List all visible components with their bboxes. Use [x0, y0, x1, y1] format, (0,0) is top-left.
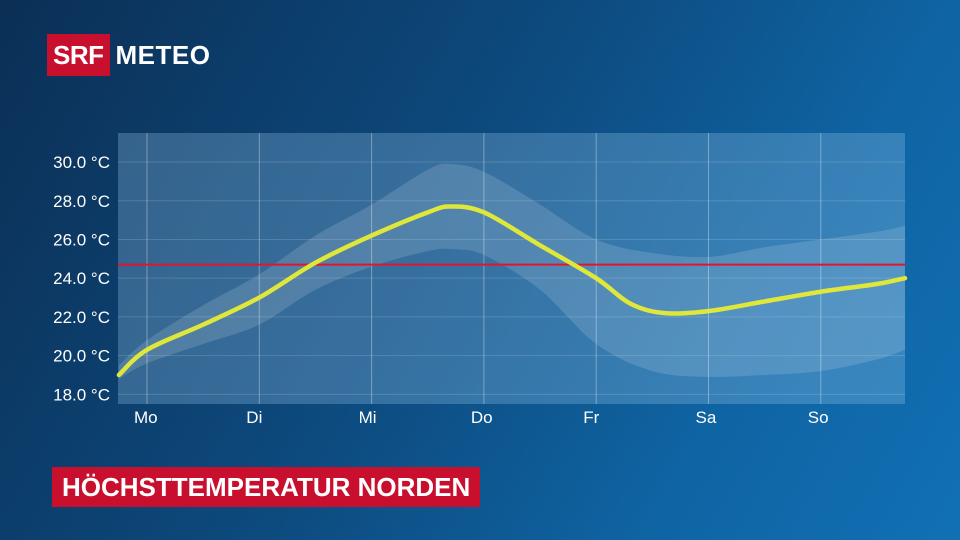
- y-tick-label: 20.0 °C: [53, 347, 110, 366]
- y-axis-labels: 18.0 °C 20.0 °C 22.0 °C 24.0 °C 26.0 °C 28.0 …: [53, 153, 110, 404]
- uncertainty-band: [118, 163, 906, 379]
- x-tick-label: So: [808, 408, 829, 427]
- srf-logo: SRF: [47, 34, 110, 76]
- temperature-line: [116, 204, 908, 378]
- chart-title: HÖCHSTTEMPERATUR NORDEN: [52, 467, 481, 507]
- x-tick-label: Mo: [134, 408, 158, 427]
- x-axis-labels: Mo Di Mi Do Fr Sa So: [134, 408, 829, 427]
- y-tick-label: 26.0 °C: [53, 230, 110, 249]
- y-tick-label: 22.0 °C: [53, 308, 110, 327]
- x-tick-label: Di: [246, 408, 262, 427]
- y-tick-label: 24.0 °C: [53, 269, 110, 288]
- srf-meteo-logo: SRF METEO: [47, 34, 210, 76]
- x-tick-label: Mi: [359, 408, 377, 427]
- y-tick-label: 28.0 °C: [53, 192, 110, 211]
- meteo-logo-text: METEO: [115, 39, 211, 70]
- plot-area: [118, 133, 905, 404]
- x-tick-label: Sa: [696, 408, 717, 427]
- grid-lines: [118, 133, 905, 404]
- x-tick-label: Do: [471, 408, 493, 427]
- y-tick-label: 18.0 °C: [53, 385, 110, 404]
- y-tick-label: 30.0 °C: [53, 153, 110, 172]
- x-tick-label: Fr: [583, 408, 599, 427]
